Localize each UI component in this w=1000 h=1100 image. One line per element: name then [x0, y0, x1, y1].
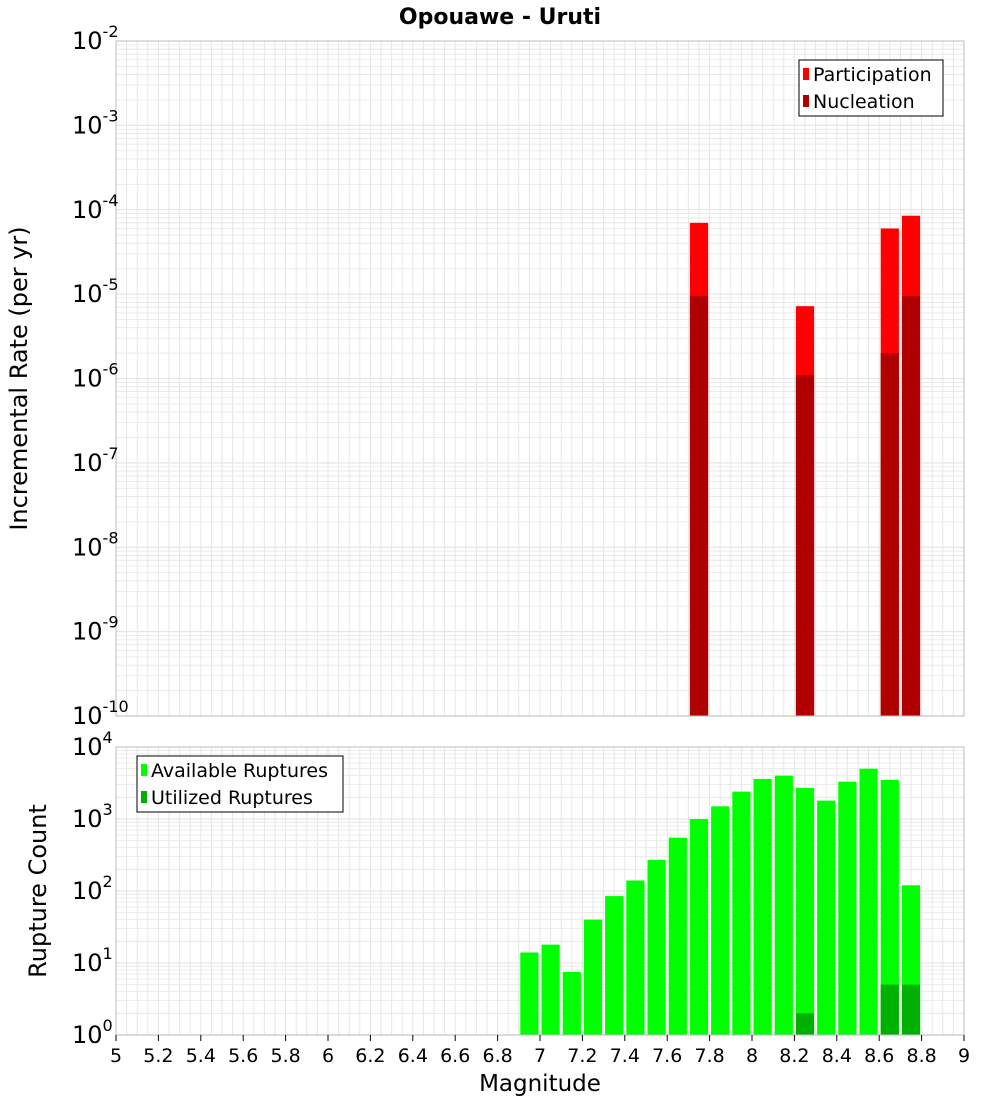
x-tick-label: 6.4	[398, 1045, 428, 1067]
legend-label: Available Ruptures	[151, 760, 328, 782]
x-tick-label: 7.4	[610, 1045, 640, 1067]
available-ruptures-bar	[859, 768, 878, 1035]
rate-plot: 10-10 10-9 10-8 10-7 10-6 10-5 10-4 10-3 10-2 Inc…	[5, 22, 965, 730]
available-ruptures-bar	[520, 952, 539, 1035]
legend-swatch	[803, 95, 809, 107]
utilized-ruptures-bar	[880, 984, 899, 1035]
y-axis-label: Incremental Rate (per yr)	[5, 226, 33, 530]
x-tick-label: 6.6	[440, 1045, 470, 1067]
available-ruptures-bar	[732, 791, 751, 1035]
legend-label: Nucleation	[813, 91, 915, 113]
x-tick-label: 6.2	[355, 1045, 385, 1067]
x-tick-label: 7.8	[694, 1045, 724, 1067]
x-tick-label: 5.8	[270, 1045, 300, 1067]
y-tick-label: 10-9	[72, 613, 119, 646]
x-tick-label: 8	[746, 1045, 758, 1067]
available-ruptures-bar	[774, 775, 793, 1035]
utilized-ruptures-bar	[901, 984, 921, 1035]
available-ruptures-bar	[668, 837, 687, 1035]
y-tick-label: 102	[72, 872, 113, 905]
available-ruptures-bar	[626, 880, 645, 1035]
y-tick-label: 104	[72, 728, 113, 761]
plot-frame	[115, 40, 965, 717]
y-tick-label: 10-7	[72, 444, 119, 477]
available-ruptures-bar	[795, 787, 815, 1035]
y-tick-label: 10-4	[72, 191, 119, 224]
x-tick-label: 5.4	[186, 1045, 216, 1067]
legend-swatch	[803, 68, 809, 80]
legend-label: Utilized Ruptures	[151, 787, 313, 809]
rupture-count-plot: 100 101 102 103 104 Rupture Count Available Ru…	[24, 728, 970, 1097]
available-ruptures-bar	[541, 944, 560, 1035]
legend-swatch	[141, 764, 147, 776]
y-tick-label: 10-10	[72, 697, 129, 730]
x-tick-label: 9	[958, 1045, 970, 1067]
available-ruptures-bar	[817, 800, 836, 1035]
x-tick-label: 7	[534, 1045, 546, 1067]
legend: Participation Nucleation	[798, 59, 944, 117]
x-tick-label: 5	[110, 1045, 122, 1067]
utilized-ruptures-bar	[795, 1013, 815, 1035]
y-tick-label: 10-3	[72, 106, 119, 139]
x-axis-label: Magnitude	[479, 1071, 601, 1097]
x-tick-label: 7.6	[652, 1045, 682, 1067]
y-tick-label: 100	[72, 1016, 113, 1049]
legend-label: Participation	[813, 64, 932, 86]
x-tick-label: 7.2	[567, 1045, 597, 1067]
nucleation-bar	[880, 353, 899, 716]
available-ruptures-bar	[838, 781, 857, 1035]
y-tick-label: 10-2	[72, 22, 119, 55]
y-axis-label: Rupture Count	[24, 804, 52, 978]
legend-box	[136, 755, 344, 813]
available-ruptures-bar	[605, 896, 624, 1035]
y-tick-label: 103	[72, 800, 113, 833]
x-tick-label: 8.8	[906, 1045, 936, 1067]
available-ruptures-bar	[711, 806, 730, 1035]
legend-box	[798, 59, 944, 117]
legend: Available Ruptures Utilized Ruptures	[136, 755, 344, 813]
x-tick-label: 8.6	[864, 1045, 894, 1067]
chart-title: Opouawe - Uruti	[399, 5, 601, 30]
available-ruptures-bar	[880, 779, 899, 1035]
y-tick-label: 10-6	[72, 360, 119, 393]
x-tick-label: 5.2	[143, 1045, 173, 1067]
available-ruptures-bar	[753, 778, 772, 1035]
available-ruptures-bar	[562, 971, 581, 1035]
y-tick-label: 10-5	[72, 275, 119, 308]
x-tick-label: 8.4	[822, 1045, 852, 1067]
x-tick-label: 8.2	[779, 1045, 809, 1067]
legend-swatch	[141, 791, 147, 803]
nucleation-bar	[689, 296, 709, 716]
available-ruptures-bar	[689, 819, 709, 1035]
nucleation-bar	[795, 375, 815, 716]
y-tick-label: 10-8	[72, 528, 119, 561]
x-tick-label: 6	[322, 1045, 334, 1067]
available-ruptures-bar	[647, 859, 666, 1035]
y-tick-label: 101	[72, 944, 113, 977]
available-ruptures-bar	[583, 919, 603, 1035]
nucleation-bar	[901, 296, 921, 716]
x-tick-label: 5.6	[228, 1045, 258, 1067]
x-tick-label: 6.8	[482, 1045, 512, 1067]
